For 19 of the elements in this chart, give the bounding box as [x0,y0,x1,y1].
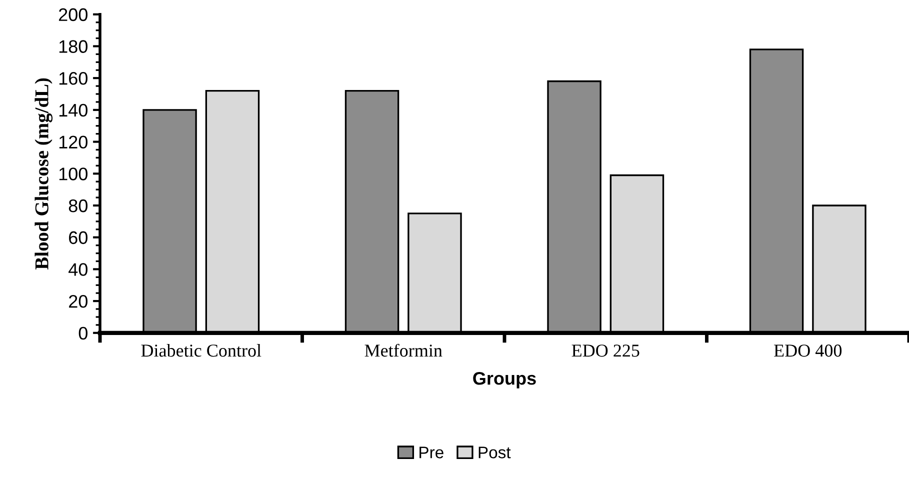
y-tick-label: 200 [58,8,88,22]
x-axis-title: Groups [473,372,536,388]
y-tick-label: 60 [69,231,88,244]
y-axis-title: Blood Glucose (mg/dL) [34,78,53,270]
x-tick-label: EDO 225 [572,344,640,357]
x-tick-label: Metformin [364,344,442,357]
y-tick-label: 80 [68,199,88,212]
y-tick-label: 180 [59,40,88,53]
y-tick-label: 0 [78,326,88,340]
x-tick-label: Diabetic Control [141,344,262,357]
y-tick-label: 120 [59,136,88,149]
legend-label: Post [478,446,511,458]
x-tick-label: EDO 400 [774,344,842,357]
y-tick-label: 100 [59,168,88,180]
y-tick-label: 160 [59,72,88,85]
y-tick-label: 20 [69,294,88,308]
legend-label: Pre [420,446,444,458]
y-tick-label: 40 [68,263,88,276]
y-tick-label: 140 [59,104,88,117]
